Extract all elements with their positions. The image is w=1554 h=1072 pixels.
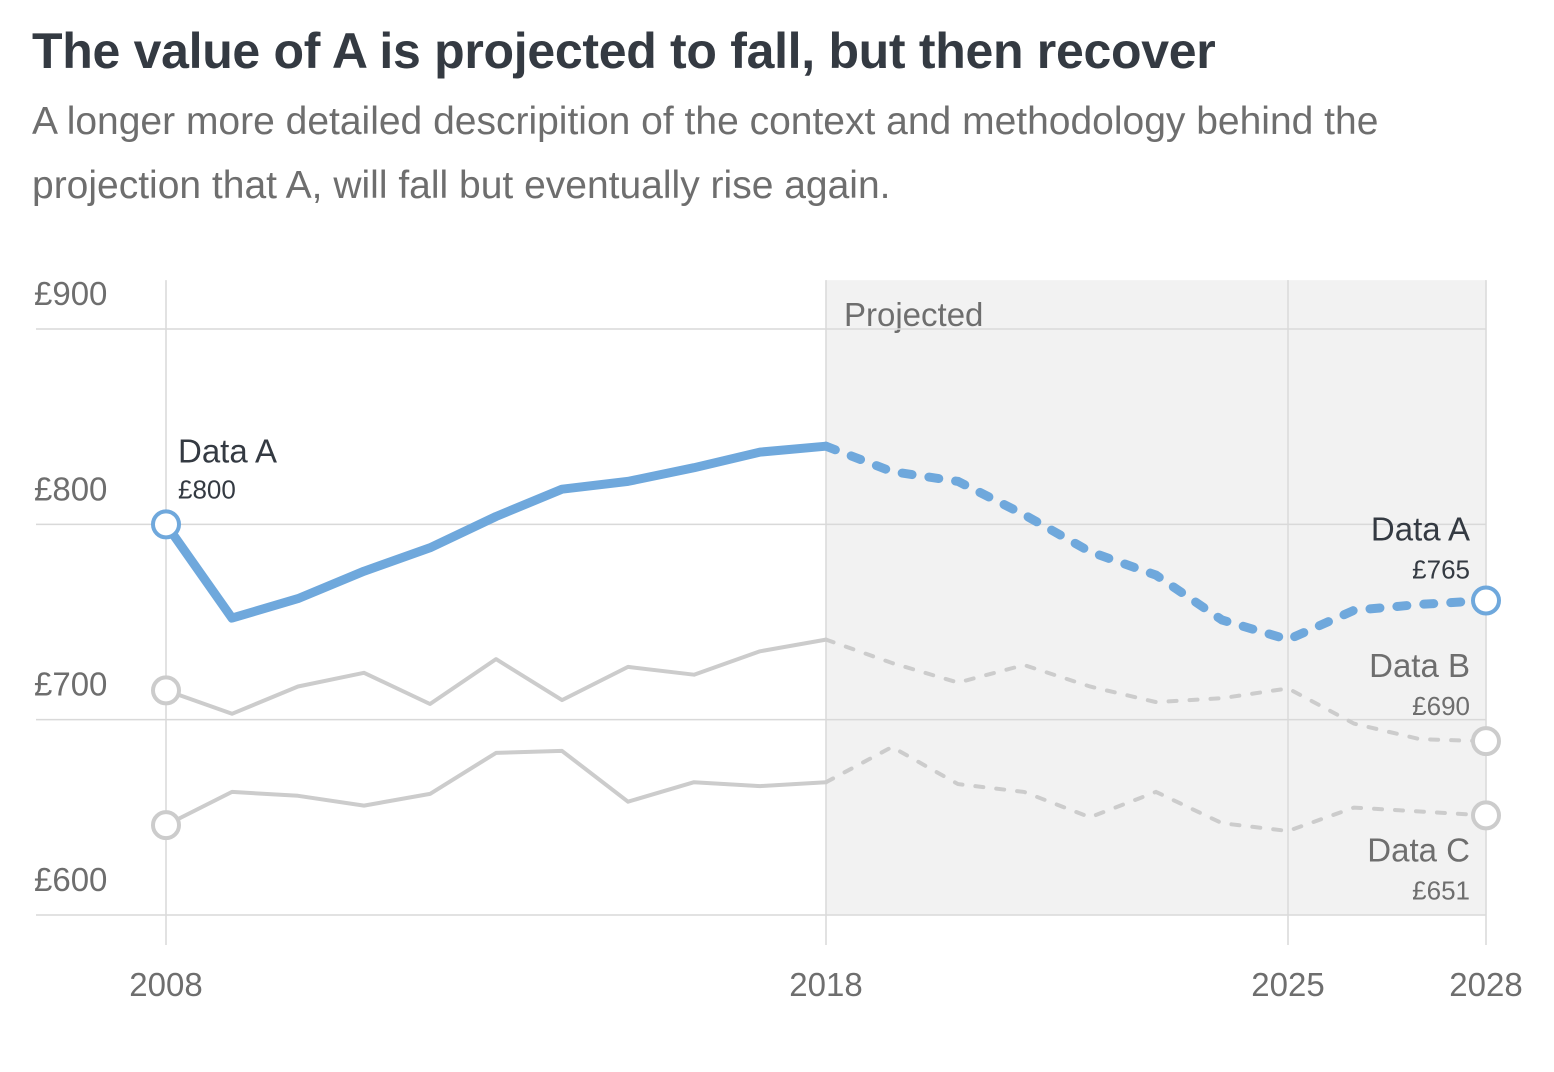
data-a-actual-line [161,441,831,623]
data-a-projected-line [821,441,1491,645]
data-a-end-marker [1471,585,1501,616]
x-tick-label: 2018 [789,966,862,1003]
data-a-start-value: £800 [178,474,236,504]
x-tick-label: 2008 [129,966,202,1003]
y-tick-label: £900 [34,275,107,312]
projected-region [826,280,1486,916]
data-c-end-marker [1471,800,1501,831]
data-b-end-marker [1471,726,1501,757]
x-tick-label: 2025 [1251,966,1324,1003]
data-b-projected-line [824,637,1488,744]
data-a-start-name: Data A [178,432,277,469]
data-b-end-name: Data B [1369,647,1470,684]
y-tick-label: £700 [34,666,107,703]
data-b-start-marker [151,675,181,706]
chart-subtitle: A longer more detailed descripition of t… [32,100,1379,207]
projected-label: Projected [844,296,983,333]
data-b-actual-line [164,637,828,716]
data-c-actual-line [164,748,828,828]
data-b-end-value: £690 [1412,691,1470,721]
y-tick-label: £800 [34,470,107,507]
x-tick-label: 2028 [1449,966,1522,1003]
data-a-start-marker [151,509,181,540]
y-tick-label: £600 [34,861,107,898]
data-c-projected-line [824,744,1488,834]
chart-title: The value of A is projected to fall, but… [32,23,1216,79]
data-a-end-name: Data A [1371,511,1470,548]
data-c-start-marker [151,810,181,841]
data-c-end-name: Data C [1367,831,1470,868]
data-c-end-value: £651 [1412,875,1470,905]
data-a-end-value: £765 [1412,555,1470,585]
